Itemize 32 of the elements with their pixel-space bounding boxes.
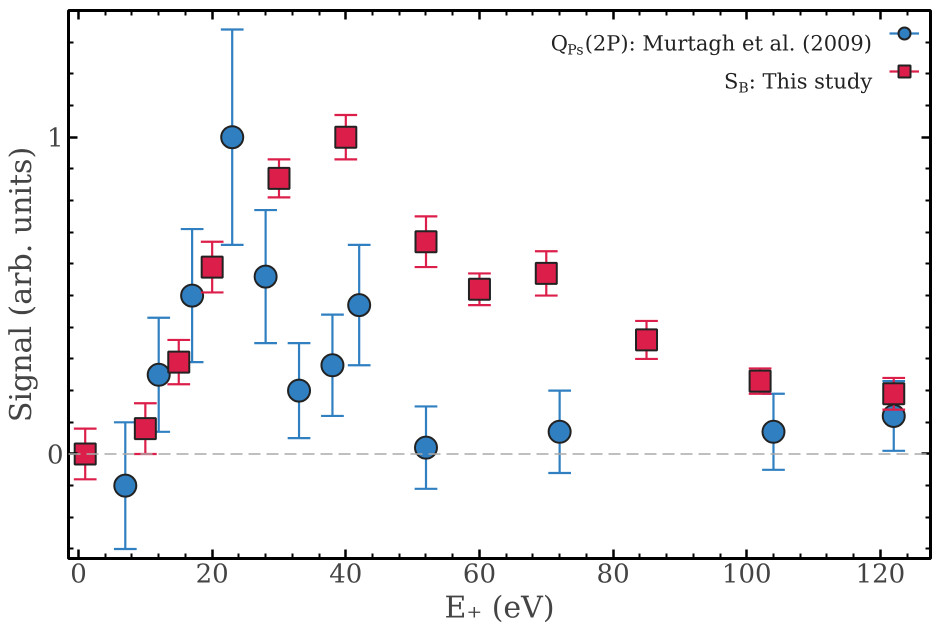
point [414,230,438,254]
point [347,293,372,318]
y-tick-label: 1 [46,124,64,154]
point [320,353,344,378]
point [167,350,190,374]
x-tick-label: 20 [196,560,229,590]
point [74,442,97,466]
x-tick-label: 60 [462,560,496,590]
point [534,262,558,285]
point [134,417,157,440]
point [882,382,906,406]
y-axis-title: Signal (arb. units) [4,146,39,422]
point [200,256,224,279]
x-tick-label: 0 [70,560,87,590]
x-tick-label: 100 [722,560,772,590]
point [267,166,290,190]
point [334,126,358,149]
point [548,420,572,444]
x-axis-title: E₊ (eV) [444,590,555,626]
point [635,328,658,352]
point [761,420,786,444]
x-tick-label: 120 [856,560,906,590]
x-tick-label: 40 [329,560,362,590]
point [468,278,491,301]
point [254,264,278,289]
point [146,362,171,387]
point [414,436,438,460]
x-tick-label: 80 [596,560,630,590]
point [180,284,204,308]
point [287,378,312,403]
point [113,474,138,498]
point [220,125,244,150]
